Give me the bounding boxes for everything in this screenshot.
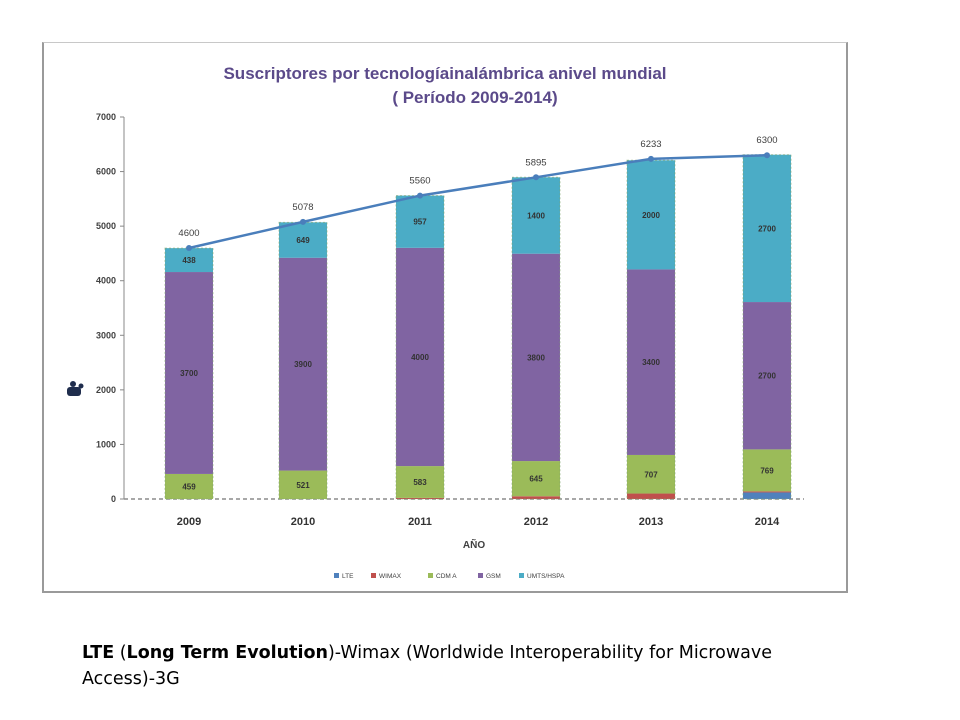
bar-value-label: 2700 [758,372,776,381]
x-tick-label: 2012 [524,516,548,528]
bar-value-label: 957 [413,218,427,227]
bar-value-label: 438 [182,256,196,265]
legend-swatch-lte [334,573,339,578]
bar-value-label: 3900 [294,360,312,369]
bar-value-label: 645 [529,475,543,484]
bar-value-label: 459 [182,482,196,491]
bar-wimax [512,496,560,499]
totals-point [764,152,770,159]
y-tick-label: 6000 [96,167,116,177]
legend-label: LTE [342,573,354,580]
x-tick-label: 2010 [291,516,315,528]
legend-swatch-umts-hspa [519,573,524,578]
totals-label: 5560 [409,176,430,187]
bar-value-label: 3800 [527,353,545,362]
chart-subtitle: ( Período 2009-2014) [392,88,557,107]
legend-label: CDM A [436,573,457,580]
people-icon-body [67,387,81,396]
bar-gsm [627,269,675,455]
chart-area: Suscriptores por tecnologíainalámbrica a… [67,64,804,580]
bar-wimax [627,493,675,499]
chart-title: Suscriptores por tecnologíainalámbrica a… [223,64,666,83]
bar-umts-hspa [627,160,675,270]
caption-lte: LTE [82,643,115,663]
caption-rest: )-Wimax (Worldwide Interoperability for … [82,643,772,689]
bar-umts-hspa [279,222,327,258]
x-tick-label: 2009 [177,516,201,528]
y-tick-label: 3000 [96,330,116,340]
bar-value-label: 583 [413,478,427,487]
bar-gsm [396,247,444,467]
x-tick-label: 2011 [408,516,432,528]
bar-cdm-a [279,470,327,499]
y-tick-label: 5000 [96,221,116,231]
y-tick-label: 2000 [96,385,116,395]
bar-cdm-a [512,461,560,497]
bar-value-label: 3700 [180,369,198,378]
bar-value-label: 1400 [527,212,545,221]
caption: LTE (Long Term Evolution)-Wimax (Worldwi… [82,640,872,692]
totals-line [188,153,768,250]
totals-point [648,155,654,162]
bar-umts-hspa [165,248,213,273]
bar-umts-hspa [512,177,560,254]
y-tick-label: 0 [111,494,116,504]
bar-wimax [396,497,444,499]
bar-value-label: 3400 [642,358,660,367]
bar-value-label: 707 [644,470,658,479]
totals-label: 5078 [292,202,313,213]
bar-value-label: 521 [296,481,310,490]
bar-value-label: 649 [296,236,310,245]
totals-label: 4600 [178,228,199,239]
bar-cdm-a [743,449,791,492]
totals-point [186,244,192,251]
legend-label: UMTS/HSPA [527,573,565,580]
bar-umts-hspa [396,195,444,248]
caption-paren: ( [114,643,127,663]
legend-label: WIMAX [379,573,402,580]
x-axis-title: AÑO [463,538,485,551]
totals-point [417,192,423,199]
bar-gsm [279,257,327,471]
bar-cdm-a [396,466,444,498]
totals-label: 5895 [525,157,546,168]
y-tick-label: 1000 [96,439,116,449]
totals-label: 6233 [640,139,661,150]
bar-wimax [743,491,791,493]
bar-value-label: 2700 [758,224,776,233]
y-tick-label: 7000 [96,112,116,122]
legend-label: GSM [486,573,501,580]
legend-swatch-cdm-a [428,573,433,578]
legend-swatch-gsm [478,573,483,578]
bar-value-label: 769 [760,466,774,475]
bar-cdm-a [627,454,675,494]
legend-swatch-wimax [371,573,376,578]
bar-gsm [743,302,791,450]
bar-value-label: 4000 [411,353,429,362]
x-tick-label: 2014 [755,516,780,528]
bar-umts-hspa [743,154,791,303]
caption-lte-full: Long Term Evolution [126,643,328,663]
bar-lte [743,492,791,499]
totals-point [533,174,539,181]
x-tick-label: 2013 [639,516,663,528]
bar-value-label: 2000 [642,211,660,220]
people-icon [70,381,76,387]
y-tick-label: 4000 [96,276,116,286]
bar-cdm-a [165,473,213,499]
totals-point [300,218,306,225]
bar-gsm [165,272,213,474]
bar-gsm [512,253,560,462]
chart-frame: Suscriptores por tecnologíainalámbrica a… [42,42,848,593]
totals-label: 6300 [756,135,777,146]
people-icon-head-2 [78,383,84,389]
